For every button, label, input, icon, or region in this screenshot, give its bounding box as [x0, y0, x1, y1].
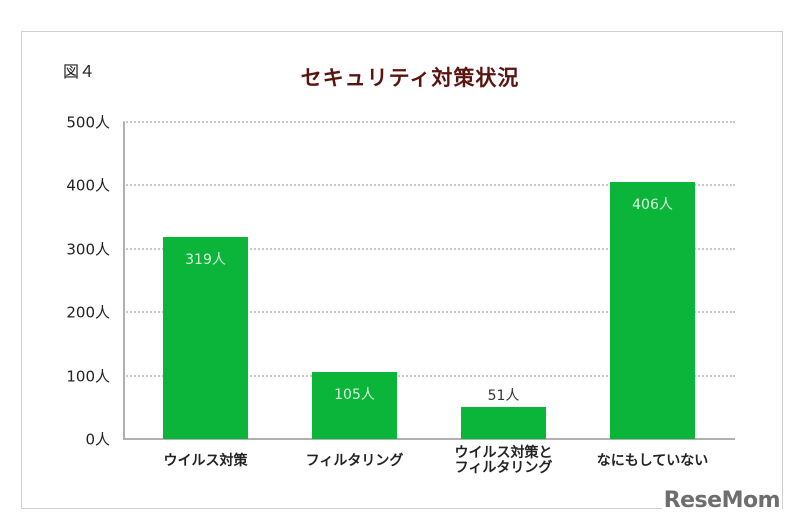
category-label: なにもしていない [596, 453, 709, 469]
chart-title: セキュリティ対策状況 [300, 66, 520, 90]
bar [312, 372, 397, 439]
y-tick-label: 200人 [66, 303, 110, 322]
y-tick-label: 0人 [85, 430, 110, 449]
bar [461, 406, 546, 439]
gridline [123, 311, 735, 314]
bar [163, 236, 248, 439]
gridline [123, 121, 735, 123]
gridline [123, 184, 735, 187]
category-label: フィルタリング [305, 453, 404, 469]
bar-value-label: 51人 [487, 387, 520, 404]
bar-value-label: 105人 [334, 387, 375, 404]
bar-value-label: 406人 [632, 196, 673, 213]
y-axis [123, 122, 125, 440]
plot-area [123, 121, 735, 439]
resemom-logo: ReseMom [661, 488, 782, 513]
bar [610, 181, 695, 439]
y-tick-label: 100人 [66, 367, 110, 386]
x-axis [123, 438, 735, 440]
bar-value-label: 319人 [185, 251, 226, 268]
y-tick-label: 500人 [66, 113, 110, 132]
gridline [123, 247, 735, 250]
y-tick-label: 300人 [66, 240, 110, 259]
gridline [123, 374, 735, 377]
y-tick-label: 400人 [66, 176, 110, 195]
category-label: ウイルス対策 [163, 453, 248, 469]
figure-label: 図４ [63, 62, 96, 81]
category-label: ウイルス対策と フィルタリング [454, 445, 553, 476]
